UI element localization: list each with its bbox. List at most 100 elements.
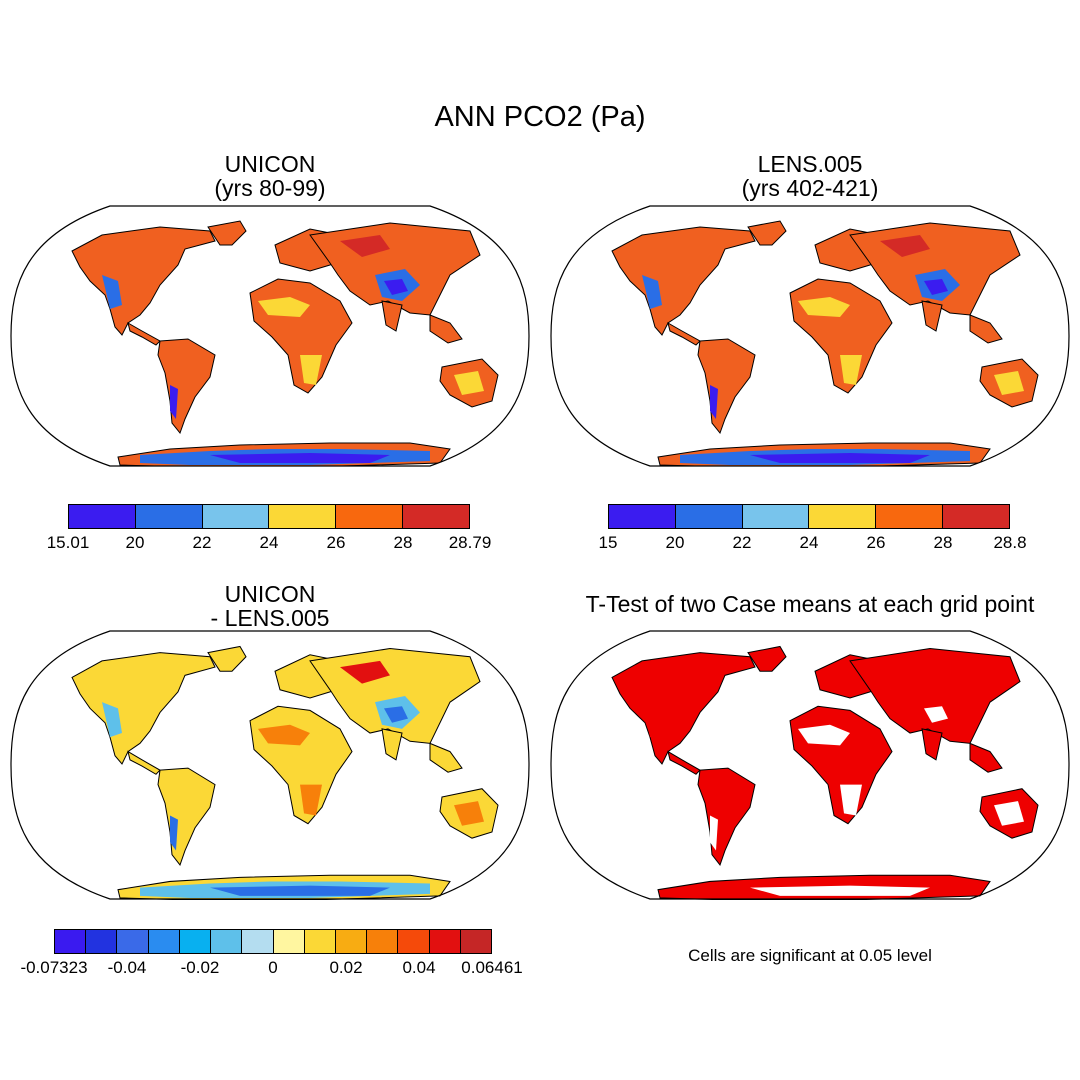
land-value-patch xyxy=(454,371,484,395)
map-unicon xyxy=(10,205,530,467)
colorbar-label: 28.79 xyxy=(448,533,492,552)
land-value-patch xyxy=(210,453,390,463)
colorbar-label: 28 xyxy=(393,533,413,552)
colorbar-box xyxy=(117,930,149,953)
map-border xyxy=(550,630,1070,900)
colorbar-box xyxy=(269,505,337,528)
land-value-patch xyxy=(994,801,1024,826)
land-value-patch xyxy=(710,815,718,851)
land-india xyxy=(921,728,943,761)
colorbar-label: -0.04 xyxy=(107,958,147,977)
land-se-asia xyxy=(969,742,1003,773)
land-value-patch xyxy=(454,801,484,826)
land-value-patch xyxy=(840,784,862,816)
colorbar-label: 28.8 xyxy=(993,533,1027,552)
colorbar-box xyxy=(403,505,469,528)
land-north-america xyxy=(71,226,216,336)
land-value-patch xyxy=(994,371,1024,395)
land-value-patch xyxy=(798,724,850,746)
land-value-patch xyxy=(340,660,390,684)
colorbar-box xyxy=(211,930,243,953)
colorbar-label: -0.07323 xyxy=(20,958,88,977)
map-lens xyxy=(550,205,1070,467)
land-central-america xyxy=(127,321,161,346)
colorbar-boxes xyxy=(68,504,470,529)
colorbar-label: 15.01 xyxy=(46,533,90,552)
land-se-asia xyxy=(429,742,463,773)
colorbar-label: 20 xyxy=(665,533,685,552)
land-value-patch xyxy=(750,885,930,896)
colorbar-label: 0 xyxy=(268,958,278,977)
land-value-patch xyxy=(300,784,322,816)
colorbar-box xyxy=(336,505,404,528)
land-india xyxy=(381,300,403,332)
colorbar-label: 26 xyxy=(866,533,886,552)
panel-unicon-title-line2: (yrs 80-99) xyxy=(214,175,326,201)
land-value-patch xyxy=(750,453,930,463)
colorbar-box xyxy=(675,505,743,528)
land-se-asia xyxy=(429,314,463,344)
land-value-patch xyxy=(880,235,930,257)
land-value-patch xyxy=(210,885,390,896)
land-greenland xyxy=(747,645,787,672)
land-value-patch xyxy=(170,385,178,419)
land-north-america xyxy=(611,652,756,765)
colorbar-label: -0.02 xyxy=(180,958,220,977)
land-central-america xyxy=(127,750,161,775)
land-value-patch xyxy=(258,297,310,317)
colorbar-lens: 15 20 22 24 26 28 28.8 xyxy=(599,504,1027,554)
panel-unicon-title: UNICON (yrs 80-99) xyxy=(140,152,400,200)
land-value-patch xyxy=(300,355,322,385)
colorbar-box xyxy=(304,930,336,953)
colorbar-label: 22 xyxy=(192,533,212,552)
land-value-patch xyxy=(642,275,662,309)
land-value-patch xyxy=(710,385,718,419)
land-central-america xyxy=(667,321,701,346)
colorbar-box xyxy=(86,930,118,953)
land-north-america xyxy=(71,652,216,765)
colorbar-box xyxy=(876,505,944,528)
map-border xyxy=(10,630,530,900)
land-value-patch xyxy=(258,724,310,746)
colorbar-box xyxy=(179,930,212,953)
land-value-patch xyxy=(384,706,408,723)
panel-lens-title-line2: (yrs 402-421) xyxy=(741,175,879,201)
significance-note: Cells are significant at 0.05 level xyxy=(688,946,932,965)
land-india xyxy=(381,728,403,761)
land-value-patch xyxy=(924,279,948,295)
land-value-patch xyxy=(384,279,408,295)
panel-unicon-title-line1: UNICON xyxy=(224,151,316,177)
colorbar-box xyxy=(943,505,1009,528)
colorbar-label: 24 xyxy=(259,533,279,552)
map-border xyxy=(550,205,1070,467)
colorbar-box xyxy=(135,505,203,528)
land-india xyxy=(921,300,943,332)
land-greenland xyxy=(207,645,247,672)
colorbar-label: 28 xyxy=(933,533,953,552)
colorbar-box xyxy=(273,930,305,953)
colorbar-box xyxy=(398,930,430,953)
colorbar-box xyxy=(609,505,676,528)
colorbar-label: 15 xyxy=(598,533,618,552)
land-value-patch xyxy=(102,275,122,309)
map-border xyxy=(10,205,530,467)
colorbar-label: 0.04 xyxy=(402,958,436,977)
land-value-patch xyxy=(798,297,850,317)
map-diff xyxy=(10,630,530,900)
colorbar-box xyxy=(202,505,270,528)
land-se-asia xyxy=(969,314,1003,344)
colorbar-label: 0.02 xyxy=(329,958,363,977)
colorbar-box xyxy=(460,930,492,953)
panel-diff-title-line2: - LENS.005 xyxy=(210,605,330,631)
land-value-patch xyxy=(840,355,862,385)
colorbar-box xyxy=(742,505,810,528)
panel-diff-title-line1: UNICON xyxy=(224,581,316,607)
land-value-patch xyxy=(340,235,390,257)
colorbar-label: 20 xyxy=(125,533,145,552)
colorbar-box xyxy=(55,930,87,953)
land-value-patch xyxy=(880,660,930,684)
panel-ttest-title: T-Test of two Case means at each grid po… xyxy=(585,591,1035,617)
land-greenland xyxy=(207,220,247,246)
panel-lens-title-line1: LENS.005 xyxy=(757,151,863,177)
colorbar-box xyxy=(335,930,368,953)
